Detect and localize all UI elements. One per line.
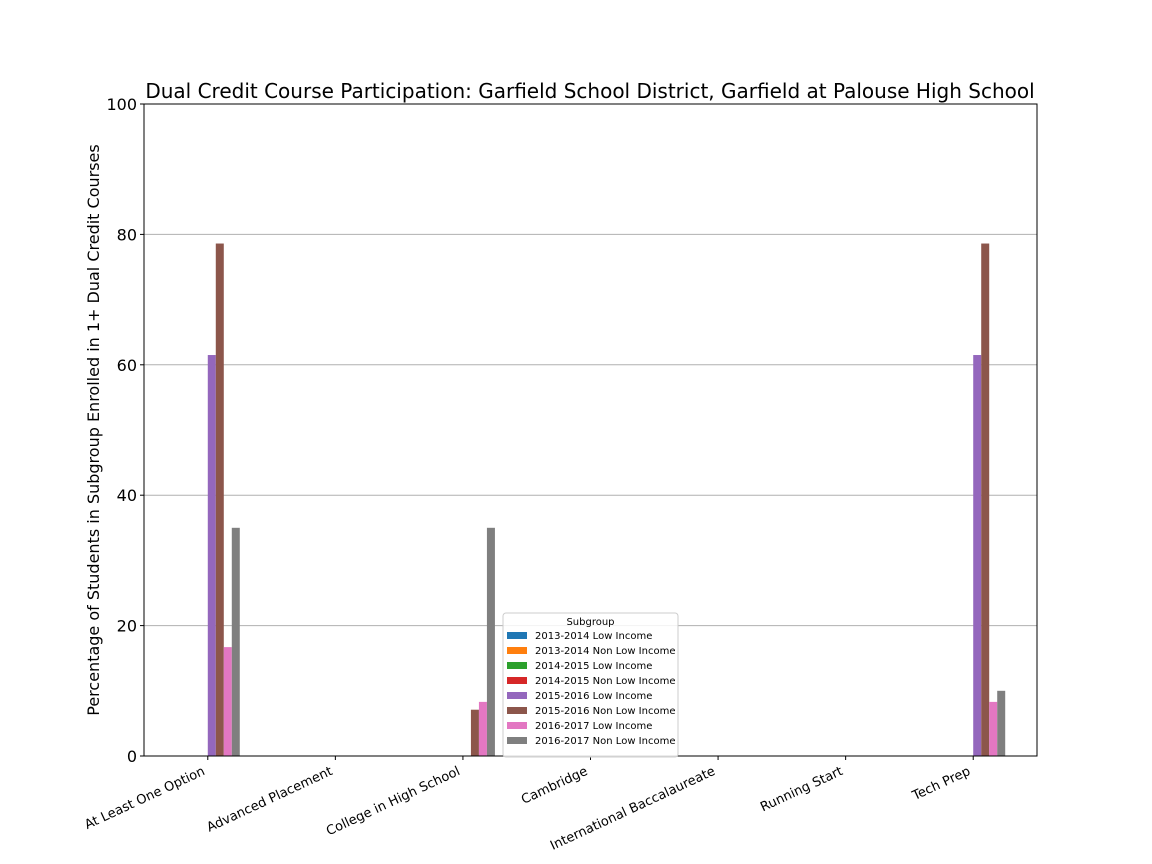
- legend-label: 2016-2017 Low Income: [535, 721, 652, 732]
- bar: [997, 690, 1006, 756]
- x-tick-label: College in High School: [324, 764, 462, 839]
- legend-title: Subgroup: [566, 617, 614, 628]
- legend-swatch: [507, 692, 527, 699]
- y-tick-label: 100: [106, 95, 137, 114]
- bar: [470, 709, 479, 756]
- bar: [478, 701, 487, 756]
- legend-label: 2014-2015 Non Low Income: [535, 676, 675, 687]
- bar: [231, 527, 240, 756]
- bars: [207, 243, 1006, 756]
- legend-swatch: [507, 722, 527, 729]
- legend-label: 2013-2014 Non Low Income: [535, 646, 675, 657]
- legend-label: 2016-2017 Non Low Income: [535, 736, 675, 747]
- bar: [981, 243, 990, 756]
- legend-swatch: [507, 707, 527, 714]
- legend-swatch: [507, 647, 527, 654]
- legend-swatch: [507, 662, 527, 669]
- x-tick-label: At Least One Option: [83, 764, 208, 833]
- y-tick-label: 20: [117, 617, 137, 636]
- x-tick-label: Advanced Placement: [205, 764, 335, 835]
- x-tick-label: Running Start: [758, 764, 845, 815]
- legend-swatch: [507, 737, 527, 744]
- y-axis-label: Percentage of Students in Subgroup Enrol…: [84, 144, 103, 715]
- legend-label: 2015-2016 Low Income: [535, 691, 652, 702]
- bar: [989, 701, 998, 756]
- y-tick-label: 40: [117, 486, 137, 505]
- legend-swatch: [507, 677, 527, 684]
- legend-label: 2013-2014 Low Income: [535, 631, 652, 642]
- bar: [486, 527, 495, 756]
- y-tick-label: 80: [117, 225, 137, 244]
- grid-lines: [144, 233, 1037, 627]
- legend-label: 2014-2015 Low Income: [535, 661, 652, 672]
- legend-label: 2015-2016 Non Low Income: [535, 706, 675, 717]
- bar: [215, 243, 224, 756]
- y-tick-label: 0: [127, 747, 137, 766]
- legend-box: [502, 612, 679, 758]
- legend-swatch: [507, 632, 527, 639]
- chart-title: Dual Credit Course Participation: Garfie…: [145, 79, 1034, 103]
- bar: [973, 355, 982, 756]
- y-axis-ticks: 0 20 40 60 80 100: [106, 95, 144, 766]
- bar: [207, 355, 216, 756]
- x-tick-label: Tech Prep: [909, 764, 973, 804]
- bar: [223, 647, 232, 756]
- y-tick-label: 60: [117, 356, 137, 375]
- x-tick-label: Cambridge: [519, 764, 590, 808]
- legend: Subgroup 2013-2014 Low Income 2013-2014 No…: [502, 612, 679, 758]
